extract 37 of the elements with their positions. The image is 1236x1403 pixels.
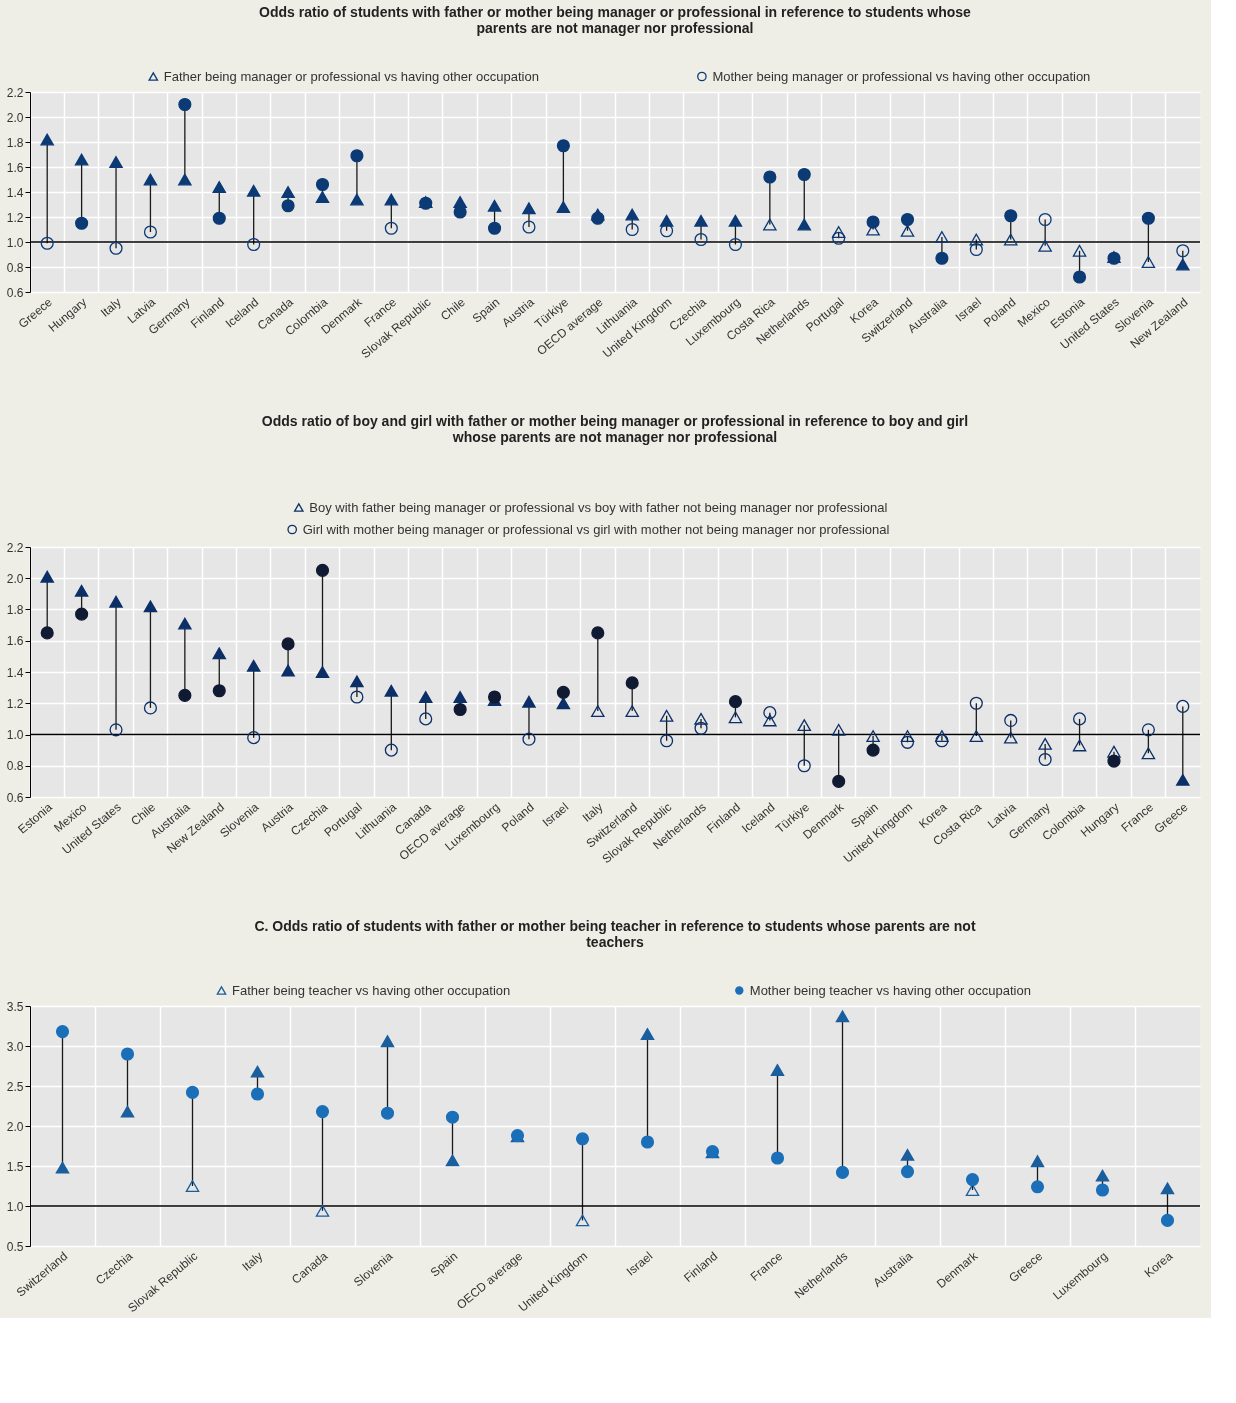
y-tick-label: 2.2 (6, 540, 24, 555)
legend-label: Father being teacher vs having other occupation (232, 982, 511, 998)
y-tick-label: 1.8 (6, 135, 24, 150)
y-tick-label: 0.6 (6, 790, 24, 805)
y-tick-label: 2.2 (6, 85, 24, 100)
y-tick-label: 1.8 (6, 603, 24, 617)
y-tick-label: 1.0 (6, 728, 24, 742)
chart-title: Odds ratio of students with father or mother being manager or professional in reference to students whose parents are not manager nor professional (259, 4, 972, 36)
y-tick-label: 1.4 (6, 665, 24, 680)
legend-label: Father being manager or professional vs having other occupation (163, 68, 539, 84)
y-tick-label: 1.2 (6, 696, 24, 711)
y-tick-label: 2.0 (6, 571, 24, 586)
legend-label: Mother being teacher vs having other occupation (749, 982, 1031, 998)
legend-label: Boy with father being manager or professional vs boy with father not being manager nor professional (309, 499, 888, 515)
y-tick-label: 1.6 (6, 634, 24, 649)
x-tick-label: Italy (97, 294, 124, 320)
y-tick-label: 1.5 (6, 1159, 24, 1174)
legend-label: Mother being manager or professional vs having other occupation (712, 68, 1091, 84)
y-tick-label: 0.8 (6, 759, 24, 774)
y-tick-label: 1.0 (6, 235, 24, 250)
y-tick-label: 2.0 (6, 110, 24, 125)
y-tick-label: 0.8 (6, 260, 24, 275)
y-tick-label: 1.2 (6, 210, 24, 225)
x-tick-label: Italy (239, 1248, 266, 1274)
y-tick-label: 0.5 (6, 1239, 24, 1254)
y-tick-label: 1.6 (6, 160, 24, 175)
y-tick-label: 3.5 (6, 999, 24, 1014)
x-tick-label: Chile (437, 294, 469, 324)
y-tick-label: 0.6 (6, 285, 24, 300)
y-tick-label: 2.5 (6, 1079, 24, 1094)
legend-label: Girl with mother being manager or professional vs girl with mother not being manager nor professional (302, 521, 890, 537)
y-tick-label: 3.0 (6, 1039, 24, 1054)
chart-title: Odds ratio of boy and girl with father or mother being manager or professional in reference to boy and girl whose parents are not manager nor professional (261, 413, 969, 445)
y-tick-label: 1.0 (6, 1199, 24, 1214)
y-tick-label: 1.4 (6, 185, 24, 200)
y-tick-label: 2.0 (6, 1119, 24, 1134)
chart-title: C. Odds ratio of students with father or mother being teacher in reference to students whose parents are not teachers (254, 918, 976, 950)
